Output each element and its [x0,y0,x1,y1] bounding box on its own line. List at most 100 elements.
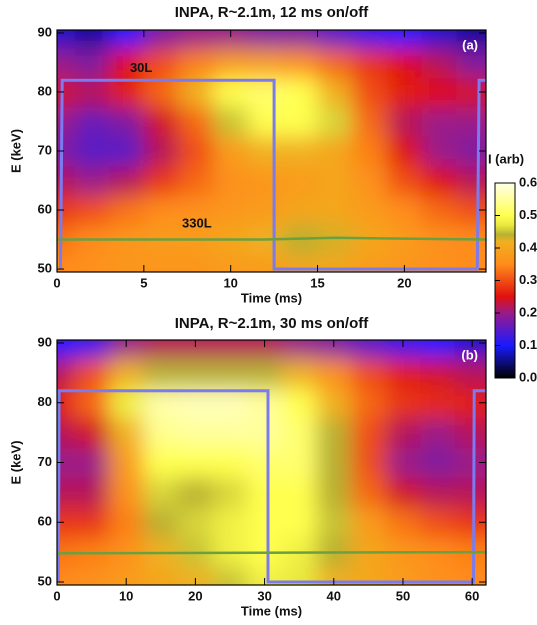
heat-cell [143,195,180,226]
heat-cell [456,30,486,49]
heat-cell [248,30,284,49]
y-tick-label: 90 [38,334,52,349]
heat-cell [351,507,387,538]
heat-cell [178,77,214,108]
heat-cell [421,30,457,49]
y-axis-label: E (keV) [8,129,23,173]
heat-cell [108,340,144,359]
heat-cell [213,165,249,196]
heat-cell [421,254,457,272]
heat-cell [316,387,352,419]
heat-cell [421,47,457,78]
heat-cell [178,165,214,196]
y-tick-label: 60 [38,201,52,216]
x-tick-label: 50 [396,588,410,603]
heat-cell [316,357,352,389]
heat-cell [316,417,352,449]
y-tick-label: 70 [38,142,52,157]
x-tick-label: 20 [397,275,411,290]
heat-cell [74,77,110,108]
heat-cell [74,447,110,478]
heat-cell [212,447,248,478]
heat-cell [212,357,248,389]
x-tick-label: 30 [257,588,271,603]
heat-cell [143,165,180,196]
heat-cell [351,417,387,449]
heat-cell [282,47,319,78]
heat-cell [212,477,248,508]
plot-area [57,30,486,272]
colorbar-tick-label: 0.0 [519,369,537,384]
heatmap [57,30,486,272]
heat-cell [178,567,214,585]
heat-cell [213,195,249,226]
colorbar-tick-label: 0.6 [519,174,537,189]
heat-cell [213,77,249,108]
heat-cell [247,507,283,538]
heat-cell [109,254,145,272]
heat-cell [352,165,388,196]
heat-cell [385,340,421,359]
heat-cell [57,387,75,419]
panel-label: (a) [462,37,478,52]
heat-cell [247,357,283,389]
heat-cell [143,567,179,585]
heat-cell [143,254,180,272]
heat-cell [387,77,423,108]
y-axis-label: E (keV) [8,440,23,484]
heat-cell [74,136,110,167]
heat-cell [143,47,180,78]
heat-cell [351,567,387,585]
heat-cell [454,477,486,508]
heat-cell [351,387,387,419]
heat-cell [143,77,180,108]
heat-cell [352,30,388,49]
heat-cell [387,47,423,78]
heat-cell [74,507,110,538]
heat-cell [385,507,421,538]
heat-cell [212,387,248,419]
heat-cell [454,357,486,389]
heat-cell [143,447,179,478]
heat-cell [316,447,352,478]
heat-cell [74,106,110,137]
x-tick-label: 60 [465,588,479,603]
heatmap [57,340,486,585]
heat-cell [143,106,180,137]
heat-cell [74,254,110,272]
heat-cell [109,47,145,78]
heat-cell [248,165,284,196]
x-tick-label: 10 [119,588,133,603]
heat-cell [316,477,352,508]
heat-cell [454,340,486,359]
heat-cell [213,254,249,272]
heat-cell [282,30,319,49]
heat-cell [248,77,284,108]
heat-cell [74,47,110,78]
heat-cell [351,357,387,389]
panel-label: (b) [461,347,478,362]
heat-cell [178,106,214,137]
heat-cell [281,387,317,419]
heat-cell [74,567,110,585]
heat-cell [247,477,283,508]
series-label: 330L [182,216,212,231]
x-axis-label: Time (ms) [241,290,302,305]
heat-cell [454,567,486,585]
heat-cell [387,136,423,167]
heat-cell [352,136,388,167]
heat-cell [317,165,353,196]
heat-cell [178,357,214,389]
heat-cell [57,106,75,137]
x-axis-label: Time (ms) [241,603,302,618]
heat-cell [281,417,317,449]
heat-cell [212,340,248,359]
heat-cell [420,357,456,389]
heat-cell [108,477,144,508]
heat-cell [317,77,353,108]
heat-cell [387,30,423,49]
heat-cell [420,340,456,359]
series-label: 30L [130,60,152,75]
heat-cell [421,106,457,137]
heat-cell [352,77,388,108]
